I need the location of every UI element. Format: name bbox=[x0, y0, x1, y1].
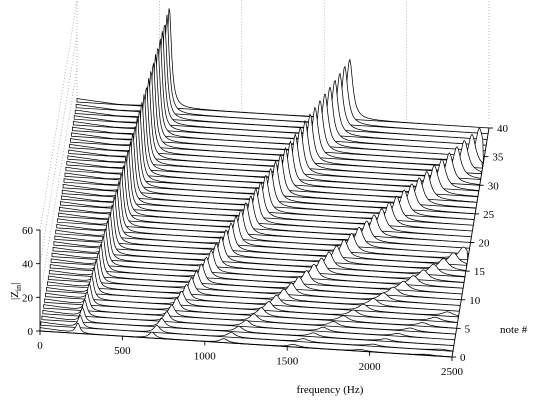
note-tick-label-6: 30 bbox=[488, 180, 500, 192]
frequency-tick-label-4: 2000 bbox=[359, 361, 382, 373]
side-gridline-2 bbox=[39, 34, 78, 264]
note-tick-label-4: 20 bbox=[479, 238, 491, 250]
note-curve-39 bbox=[75, 14, 489, 135]
z-axis-label-sub: in bbox=[14, 285, 23, 291]
note-tick-label-3: 15 bbox=[474, 266, 486, 278]
z-tick-label-0: 0 bbox=[28, 326, 34, 338]
z-tick-label-2: 40 bbox=[22, 259, 34, 271]
frequency-tick-label-3: 1500 bbox=[276, 356, 299, 368]
note-tick-label-5: 25 bbox=[483, 209, 495, 221]
note-curve-14 bbox=[52, 212, 467, 278]
note-curve-9 bbox=[47, 251, 461, 306]
note-axis-label: note # bbox=[500, 324, 528, 336]
z-tick-label-1: 20 bbox=[22, 292, 34, 304]
note-curve-16 bbox=[54, 196, 468, 266]
note-curve-40 bbox=[76, 8, 490, 129]
note-curve-4 bbox=[43, 290, 456, 335]
note-curve-7 bbox=[46, 266, 460, 318]
note-curve-23 bbox=[60, 141, 474, 226]
note-curve-15 bbox=[53, 204, 467, 272]
side-gridline-3 bbox=[39, 0, 78, 231]
note-curve-5 bbox=[44, 282, 457, 329]
z-axis-label: |Zin| bbox=[9, 283, 23, 300]
note-tick-label-8: 40 bbox=[497, 123, 509, 135]
note-tick-label-2: 10 bbox=[469, 295, 481, 307]
z-axis-label-end: | bbox=[9, 283, 21, 285]
note-curve-12 bbox=[50, 228, 464, 289]
note-curve-10 bbox=[48, 244, 462, 301]
note-curve-18 bbox=[56, 180, 469, 255]
note-tick-label-0: 0 bbox=[460, 352, 466, 364]
frequency-tick-label-5: 2500 bbox=[441, 366, 464, 378]
z-tick-label-3: 60 bbox=[22, 225, 34, 237]
note-curve-3 bbox=[42, 299, 455, 341]
tick-labels: 0 500 1000 1500 2000 2500 0 5 10 15 20 25 30 35 40 0 20 4… bbox=[22, 123, 509, 378]
frequency-axis-line bbox=[39, 330, 453, 358]
note-curve-20 bbox=[58, 165, 471, 243]
note-curve-17 bbox=[55, 189, 469, 261]
note-curve-1 bbox=[40, 314, 455, 352]
frequency-tick-label-0: 0 bbox=[37, 340, 43, 352]
frequency-tick-label-2: 1000 bbox=[194, 350, 217, 362]
z-axis-label-main: |Z bbox=[9, 291, 21, 300]
note-tick-label-1: 5 bbox=[465, 323, 471, 335]
note-curve-2 bbox=[41, 306, 454, 346]
frequency-tick-label-1: 500 bbox=[114, 345, 131, 357]
note-curve-8 bbox=[47, 259, 460, 312]
frequency-axis-label: frequency (Hz) bbox=[297, 384, 364, 396]
note-curve-21 bbox=[59, 157, 472, 238]
note-tick-label-7: 35 bbox=[492, 152, 504, 164]
note-curve-6 bbox=[45, 275, 458, 323]
note-curve-19 bbox=[57, 173, 470, 249]
note-curve-22 bbox=[60, 149, 473, 232]
note-curve-13 bbox=[51, 220, 465, 283]
note-curves bbox=[39, 8, 490, 358]
